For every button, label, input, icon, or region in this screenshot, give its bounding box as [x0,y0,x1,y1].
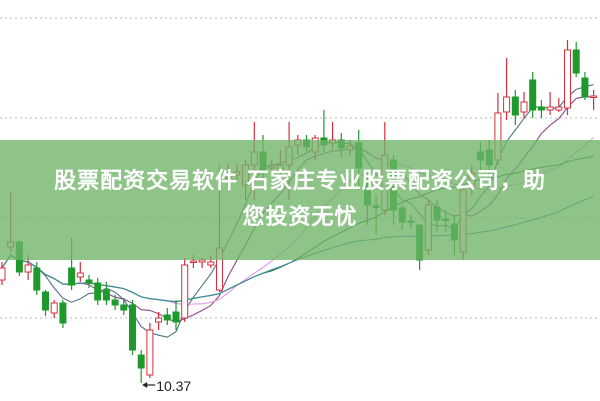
candle-down [511,96,519,116]
candle-down [111,299,119,306]
banner-title-line-1: 股票配资交易软件 石家庄专业股票配资公司，助 [54,169,546,194]
candle-down [537,106,545,111]
candle-up [189,260,197,263]
candle-down [94,282,102,301]
title-banner: 股票配资交易软件 石家庄专业股票配资公司，助 您投资无忧 [0,140,600,260]
candle-up [181,264,189,319]
candle-up [198,259,206,263]
candle-down [172,311,180,323]
candle-up [76,272,84,278]
candle-up [555,106,563,111]
candle-down [581,77,589,98]
candle-up [207,261,215,266]
low-price-label: 10.37 [156,378,191,394]
candle-down [572,49,580,74]
candle-up [546,106,554,111]
candle-up [503,96,511,113]
candle-down [59,302,67,324]
candle-down [529,79,537,111]
candle-down [42,291,49,311]
candle-down [33,267,41,291]
candle-down [137,354,145,369]
candle-down [68,267,76,286]
candle-down [102,289,110,301]
candle-up [155,317,163,323]
candle-up [146,329,154,376]
candle-down [129,304,136,351]
candle-up [590,95,598,98]
candle-up [0,267,6,281]
candle-up [520,101,528,113]
low-annotation-arrowhead [142,382,148,388]
banner-title-line-2: 您投资无忧 [242,205,358,230]
candle-up [24,264,32,273]
candle-down [163,314,171,321]
candle-down [85,279,93,284]
candle-down [120,304,128,311]
candle-up [50,302,58,314]
candle-up [564,49,571,109]
